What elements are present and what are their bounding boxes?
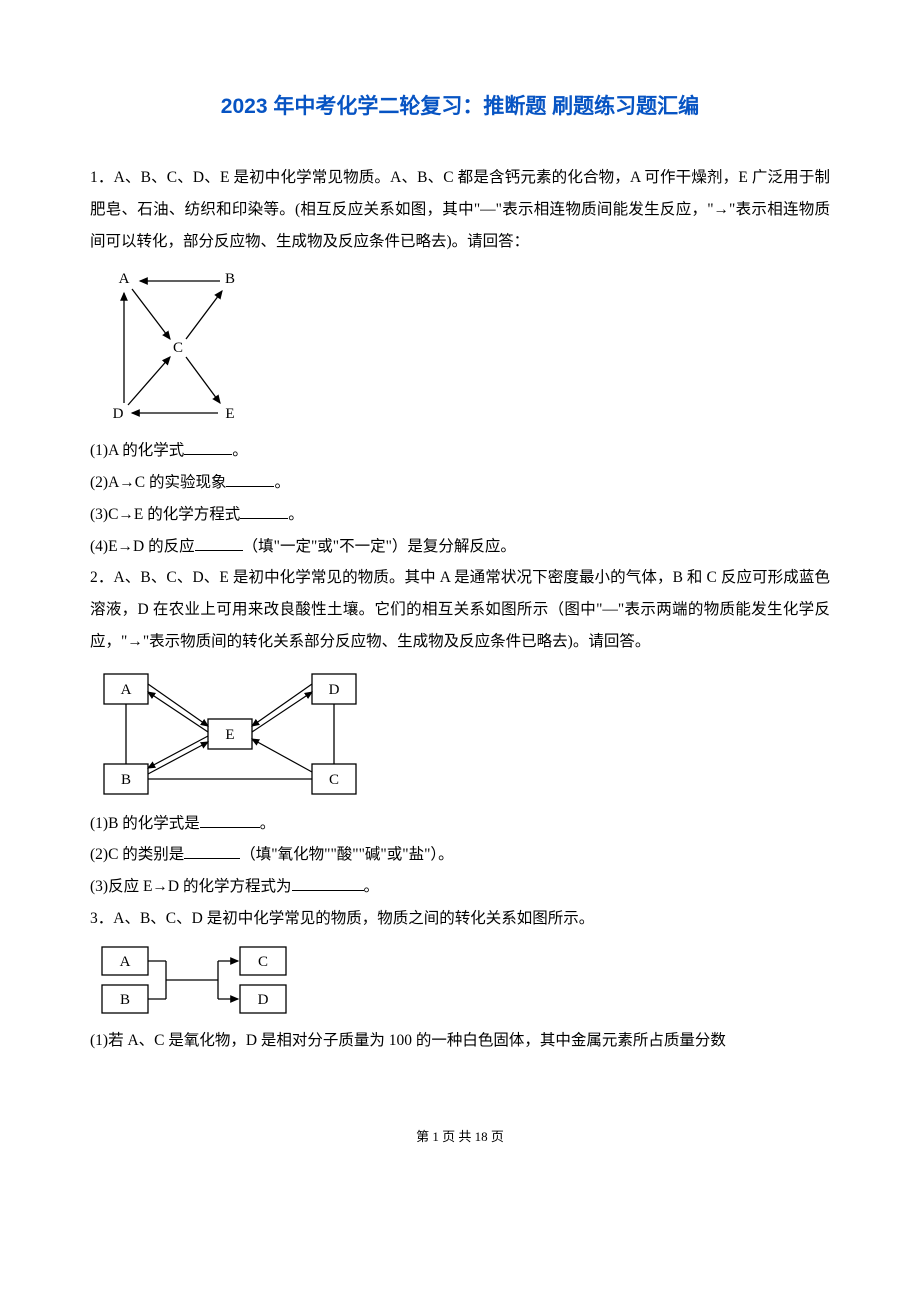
q3-svg: A C B D — [90, 941, 300, 1021]
q1-sub4: (4)E→D 的反应 （填"一定"或"不一定"）是复分解反应。 — [90, 531, 830, 563]
q1-sub1-text: (1)A 的化学式 — [90, 442, 184, 459]
page-footer: 第 1 页 共 18 页 — [90, 1126, 830, 1145]
q2-sub1: (1)B 的化学式是 。 — [90, 808, 830, 840]
q2-sub2: (2)C 的类别是 （填"氧化物""酸""碱"或"盐"）。 — [90, 839, 830, 871]
q3-intro: 3．A、B、C、D 是初中化学常见的物质，物质之间的转化关系如图所示。 — [90, 903, 830, 935]
q1-sub2-text: (2)A→C 的实验现象 — [90, 474, 226, 491]
node2-b: B — [121, 772, 131, 788]
q2-intro: 2．A、B、C、D、E 是初中化学常见的物质。其中 A 是通常状况下密度最小的气… — [90, 562, 830, 657]
q1-sub3-end: 。 — [288, 506, 304, 523]
q2-sub2-mid: （填"氧化物""酸""碱"或"盐"）。 — [240, 846, 453, 863]
q1-diagram: A B C D E — [90, 263, 830, 431]
node-e: E — [225, 406, 234, 422]
q2-sub2-text: (2)C 的类别是 — [90, 846, 184, 863]
page-title: 2023 年中考化学二轮复习：推断题 刷题练习题汇编 — [90, 90, 830, 120]
q2-sub3-text: (3)反应 E→D 的化学方程式为 — [90, 878, 292, 895]
node3-d: D — [258, 992, 269, 1008]
blank — [240, 503, 288, 519]
q3-sub1: (1)若 A、C 是氧化物，D 是相对分子质量为 100 的一种白色固体，其中金… — [90, 1025, 830, 1057]
blank — [292, 876, 364, 892]
blank — [195, 535, 243, 551]
q1-sub3-text: (3)C→E 的化学方程式 — [90, 506, 240, 523]
q2-sub1-end: 。 — [260, 815, 276, 832]
q2-sub3-end: 。 — [364, 878, 380, 895]
q2-sub1-text: (1)B 的化学式是 — [90, 815, 200, 832]
blank — [184, 440, 232, 456]
q1-sub2: (2)A→C 的实验现象 。 — [90, 467, 830, 499]
node3-b: B — [120, 992, 130, 1008]
blank — [226, 472, 274, 488]
node-a: A — [119, 271, 130, 287]
node2-c: C — [329, 772, 339, 788]
q2-sub3: (3)反应 E→D 的化学方程式为 。 — [90, 871, 830, 903]
q1-intro: 1．A、B、C、D、E 是初中化学常见物质。A、B、C 都是含钙元素的化合物，A… — [90, 162, 830, 257]
node-d: D — [113, 406, 124, 422]
q2-svg: A D E B C — [90, 664, 370, 804]
q2-diagram: A D E B C — [90, 664, 830, 804]
node-b: B — [225, 271, 235, 287]
node2-a: A — [121, 682, 132, 698]
node3-a: A — [120, 954, 131, 970]
q3-diagram: A C B D — [90, 941, 830, 1021]
blank — [200, 812, 260, 828]
node2-e: E — [225, 727, 234, 743]
q1-sub4-mid: （填"一定"或"不一定"）是复分解反应。 — [243, 538, 516, 555]
node2-d: D — [329, 682, 340, 698]
q1-sub1: (1)A 的化学式 。 — [90, 435, 830, 467]
q1-sub1-end: 。 — [232, 442, 248, 459]
q1-sub4-text: (4)E→D 的反应 — [90, 538, 195, 555]
blank — [184, 844, 240, 860]
node3-c: C — [258, 954, 268, 970]
q1-sub2-end: 。 — [274, 474, 290, 491]
q1-svg: A B C D E — [90, 263, 260, 431]
q1-sub3: (3)C→E 的化学方程式 。 — [90, 499, 830, 531]
node-c: C — [173, 340, 183, 356]
